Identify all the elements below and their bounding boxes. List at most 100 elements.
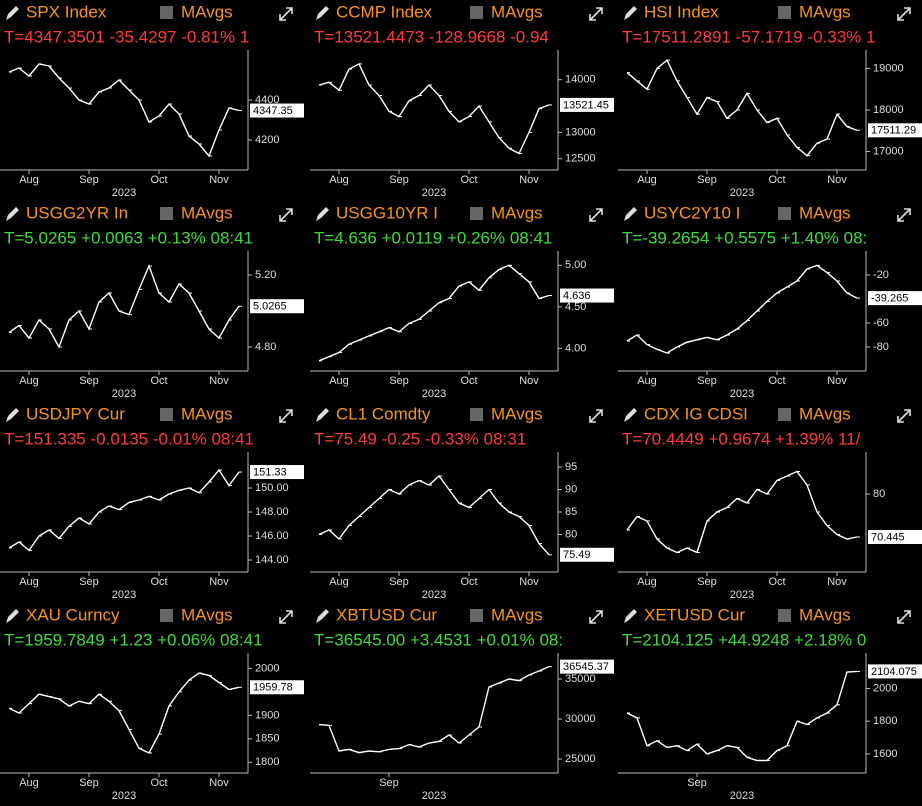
last-price-label: 2104.075 — [871, 666, 917, 678]
x-tick-label: Sep — [697, 174, 717, 186]
x-tick-label: Sep — [697, 576, 717, 588]
edit-icon[interactable] — [6, 6, 19, 20]
mavgs-label[interactable]: MAvgs — [799, 404, 851, 423]
x-axis-title: 2023 — [112, 589, 136, 601]
y-tick-label: 13000 — [565, 126, 596, 138]
x-tick-label: Aug — [329, 174, 349, 186]
x-tick-label: Aug — [329, 576, 349, 588]
mavgs-label[interactable]: MAvgs — [799, 203, 851, 222]
mavgs-checkbox[interactable] — [160, 408, 173, 421]
edit-icon[interactable] — [6, 207, 19, 221]
panel-title: XETUSD Cur — [644, 605, 745, 624]
x-tick-label: Nov — [519, 174, 539, 186]
y-tick-label: -80 — [873, 341, 889, 353]
y-tick-label: 1800 — [255, 756, 279, 768]
y-tick-label: 1600 — [873, 748, 897, 760]
last-price-tag — [868, 291, 922, 306]
x-axis-title: 2023 — [730, 187, 754, 199]
mavgs-checkbox[interactable] — [778, 6, 791, 19]
y-tick-label: 12500 — [565, 153, 596, 165]
quote-line: T=17511.2891 -57.1719 -0.33% 1 — [622, 27, 875, 46]
expand-icon[interactable] — [279, 409, 293, 423]
y-tick-label: 95 — [565, 461, 577, 473]
edit-icon[interactable] — [624, 408, 637, 422]
expand-icon[interactable] — [589, 610, 603, 624]
edit-icon[interactable] — [624, 609, 637, 623]
expand-icon[interactable] — [589, 7, 603, 21]
expand-icon[interactable] — [897, 208, 911, 222]
panel-title: XBTUSD Cur — [336, 605, 437, 624]
x-tick-label: Sep — [379, 777, 399, 789]
mavgs-label[interactable]: MAvgs — [181, 605, 233, 624]
mavgs-label[interactable]: MAvgs — [181, 203, 233, 222]
mavgs-checkbox[interactable] — [160, 207, 173, 220]
quote-line: T=151.335 -0.0135 -0.01% 08:41 — [4, 429, 254, 448]
edit-icon[interactable] — [316, 609, 329, 623]
y-tick-label: 19000 — [873, 62, 904, 74]
expand-icon[interactable] — [897, 409, 911, 423]
expand-icon[interactable] — [589, 409, 603, 423]
edit-icon[interactable] — [6, 408, 19, 422]
mavgs-label[interactable]: MAvgs — [181, 2, 233, 21]
last-price-tag — [560, 97, 614, 112]
price-line — [8, 63, 240, 158]
y-tick-label: 1800 — [873, 715, 897, 727]
x-tick-label: Nov — [209, 777, 229, 789]
quote-line: T=13521.4473 -128.9668 -0.94 — [314, 27, 549, 46]
mavgs-label[interactable]: MAvgs — [491, 2, 543, 21]
mavgs-checkbox[interactable] — [778, 207, 791, 220]
y-tick-label: 144.00 — [255, 554, 289, 566]
price-line — [626, 264, 858, 354]
panel-title: USDJPY Cur — [26, 404, 125, 423]
edit-icon[interactable] — [316, 6, 329, 20]
mavgs-checkbox[interactable] — [470, 609, 483, 622]
x-tick-label: Sep — [389, 576, 409, 588]
mavgs-label[interactable]: MAvgs — [799, 605, 851, 624]
panel: CL1 Comdty MAvgs T=75.49 -0.25 -0.33% 08:3… — [310, 404, 614, 601]
mavgs-checkbox[interactable] — [778, 408, 791, 421]
mavgs-label[interactable]: MAvgs — [491, 404, 543, 423]
y-tick-label: 80 — [873, 488, 885, 500]
x-tick-label: Aug — [637, 174, 657, 186]
expand-icon[interactable] — [897, 610, 911, 624]
edit-icon[interactable] — [624, 207, 637, 221]
mavgs-checkbox[interactable] — [470, 207, 483, 220]
expand-icon[interactable] — [897, 7, 911, 21]
expand-icon[interactable] — [279, 610, 293, 624]
y-tick-label: 150.00 — [255, 482, 289, 494]
x-tick-label: Sep — [389, 375, 409, 387]
expand-icon[interactable] — [279, 208, 293, 222]
y-tick-label: 4.00 — [565, 342, 586, 354]
y-tick-label: 4400 — [255, 94, 279, 106]
y-tick-label: 25000 — [565, 753, 596, 765]
price-line — [8, 264, 240, 349]
last-price-tag — [868, 123, 922, 138]
expand-icon[interactable] — [279, 7, 293, 21]
mavgs-checkbox[interactable] — [160, 6, 173, 19]
panel: XAU Curncy MAvgs T=1959.7849 +1.23 +0.06% … — [0, 605, 304, 802]
mavgs-label[interactable]: MAvgs — [799, 2, 851, 21]
edit-icon[interactable] — [624, 6, 637, 20]
edit-icon[interactable] — [316, 408, 329, 422]
mavgs-checkbox[interactable] — [470, 408, 483, 421]
mavgs-checkbox[interactable] — [470, 6, 483, 19]
edit-icon[interactable] — [6, 609, 19, 623]
panel: CCMP Index MAvgs T=13521.4473 -128.9668 -0… — [310, 2, 614, 199]
x-tick-label: Aug — [19, 576, 39, 588]
price-line — [318, 474, 550, 556]
panel: CDX IG CDSI MAvgs T=70.4449 +0.9674 +1.39%… — [618, 404, 922, 601]
mavgs-label[interactable]: MAvgs — [491, 203, 543, 222]
last-price-label: 36545.37 — [563, 661, 609, 673]
panel-title: USGG2YR In — [26, 203, 128, 222]
mavgs-label[interactable]: MAvgs — [491, 605, 543, 624]
edit-icon[interactable] — [316, 207, 329, 221]
x-tick-label: Sep — [79, 576, 99, 588]
panel-title: HSI Index — [644, 2, 719, 21]
mavgs-checkbox[interactable] — [160, 609, 173, 622]
panel: USDJPY Cur MAvgs T=151.335 -0.0135 -0.01% … — [0, 404, 304, 601]
mavgs-label[interactable]: MAvgs — [181, 404, 233, 423]
expand-icon[interactable] — [589, 208, 603, 222]
quote-line: T=4347.3501 -35.4297 -0.81% 1 — [4, 27, 249, 46]
mavgs-checkbox[interactable] — [778, 609, 791, 622]
